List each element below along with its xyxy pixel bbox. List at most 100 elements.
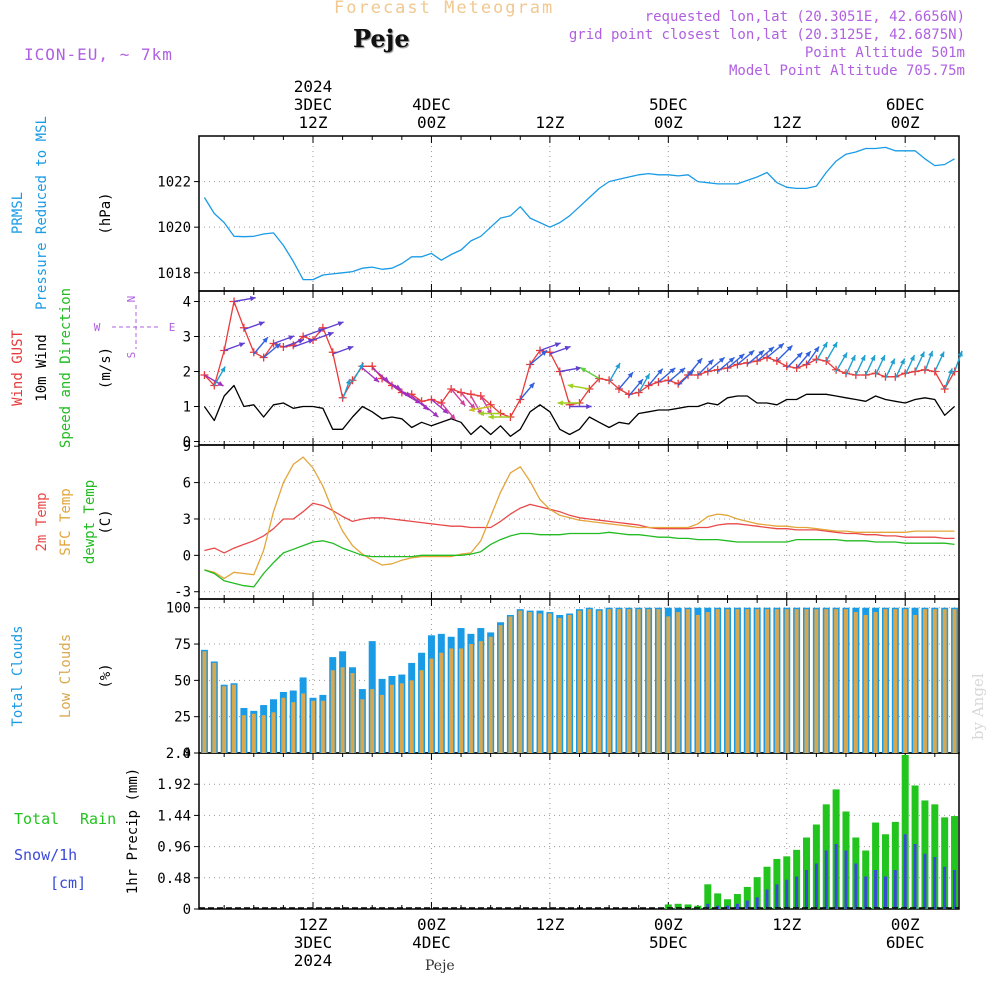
top-time-label: 4DEC	[412, 95, 451, 114]
low-clouds-bar	[488, 636, 493, 753]
bottom-time-label: 2024	[294, 951, 333, 970]
wind-arrow-head	[627, 372, 634, 378]
low-clouds-bar	[478, 641, 483, 753]
snow-bar	[883, 876, 887, 909]
snow-bar	[726, 905, 730, 909]
low-clouds-bar	[449, 648, 454, 753]
wind-arrow-head	[258, 321, 265, 327]
low-clouds-bar	[834, 609, 839, 753]
low-clouds-bar	[903, 609, 908, 753]
y-tick-label: 2	[183, 365, 191, 381]
wind-arrow-head	[459, 400, 466, 406]
low-clouds-bar	[241, 715, 246, 753]
y-tick-label: 6	[183, 476, 191, 492]
y-tick-label: 3	[183, 330, 191, 346]
y-tick-label: 0	[183, 902, 191, 918]
gust-point-marker	[545, 348, 554, 357]
y-tick-label: 9	[183, 439, 191, 455]
low-clouds-bar	[942, 609, 947, 753]
low-clouds-bar	[330, 670, 335, 753]
low-clouds-bar	[913, 614, 918, 753]
rain-bar	[763, 866, 771, 909]
snow-bar	[923, 853, 927, 909]
rain-bar	[773, 858, 781, 909]
gust-point-marker	[881, 372, 890, 381]
low-clouds-bar	[222, 686, 227, 753]
y-axis-label: (hPa)	[98, 192, 114, 234]
wind-arrow-head	[317, 328, 324, 334]
wind-arrow-head	[557, 400, 563, 406]
low-clouds-bar	[271, 712, 276, 753]
low-clouds-bar	[676, 612, 681, 753]
low-clouds-bar	[320, 700, 325, 753]
low-clouds-bar	[636, 609, 641, 753]
low-clouds-bar	[429, 658, 434, 753]
low-clouds-bar	[311, 700, 315, 753]
wind-arrow-head	[345, 378, 351, 385]
low-clouds-bar	[952, 609, 957, 753]
bottom-time-label: 12Z	[772, 915, 801, 934]
snow-bar	[706, 903, 710, 909]
low-clouds-bar	[232, 684, 237, 753]
low-clouds-bar	[715, 609, 720, 753]
wind-arrow-head	[939, 351, 945, 358]
compass-south: S	[125, 352, 138, 359]
low-clouds-bar	[459, 648, 464, 753]
wind-label: 10m Wind	[34, 334, 50, 401]
low-clouds-bar	[725, 609, 730, 753]
low-clouds-bar	[251, 713, 256, 753]
wind-arrow-head	[870, 355, 876, 362]
compass-west: W	[94, 321, 101, 334]
bottom-time-label: 6DEC	[886, 933, 925, 952]
snow-bar	[795, 876, 799, 909]
bottom-time-label: 3DEC	[294, 933, 333, 952]
wind-arrow-head	[738, 353, 745, 360]
gust-point-marker	[841, 369, 850, 378]
wind-arrow-head	[928, 350, 934, 357]
product-title: Forecast Meteogram	[334, 0, 555, 18]
pressure-series-line	[203, 146, 955, 281]
location-title: Peje	[353, 24, 410, 53]
wind-arrow-head	[554, 342, 561, 348]
wind-arrow-head	[644, 373, 650, 380]
snow-label: Snow/1h	[14, 846, 77, 864]
rain-bar	[714, 893, 722, 909]
top-time-label: 3DEC	[294, 95, 333, 114]
top-time-label: 5DEC	[649, 95, 688, 114]
wind-series-line	[203, 384, 955, 437]
gust-point-marker	[901, 369, 910, 378]
low-clouds-bar	[794, 609, 799, 753]
low-clouds-bar	[360, 699, 365, 753]
compass-east: E	[169, 321, 176, 334]
y-tick-label: 1.92	[157, 777, 191, 793]
y-axis-label: (C)	[98, 509, 114, 534]
y-tick-label: 3	[183, 512, 191, 528]
wind-arrow-head	[541, 350, 547, 356]
wind-arrow-head	[238, 342, 245, 348]
wind-arrow-head	[262, 337, 268, 343]
top-time-label: 12Z	[772, 113, 801, 132]
low-clouds-bar	[695, 614, 700, 753]
panel-temperature: -3 0 3 6 9 (C)	[98, 439, 960, 601]
low-clouds-bar	[873, 612, 878, 753]
low-clouds-bar	[932, 609, 937, 753]
y-tick-label: 100	[166, 601, 191, 617]
y-tick-label: 1020	[157, 220, 191, 236]
snow-bar	[805, 870, 808, 909]
wind-arrow-head	[307, 338, 314, 344]
low-clouds-bar	[528, 612, 533, 753]
snow-bar	[913, 844, 917, 909]
rain-bar	[901, 754, 909, 909]
gust-point-marker	[871, 369, 880, 378]
snow-bar	[933, 857, 937, 909]
wind-arrow-head	[337, 321, 344, 327]
snow-bar	[864, 876, 868, 909]
wind-arrow-head	[707, 359, 714, 366]
y-tick-label: 50	[174, 673, 191, 689]
low-clouds-bar	[765, 609, 770, 753]
rain-label: Rain	[80, 810, 116, 828]
snow-unit-label: [cm]	[50, 874, 86, 892]
gust-point-marker	[891, 372, 900, 381]
low-clouds-bar	[340, 667, 345, 753]
y-axis-label: (%)	[98, 663, 114, 688]
